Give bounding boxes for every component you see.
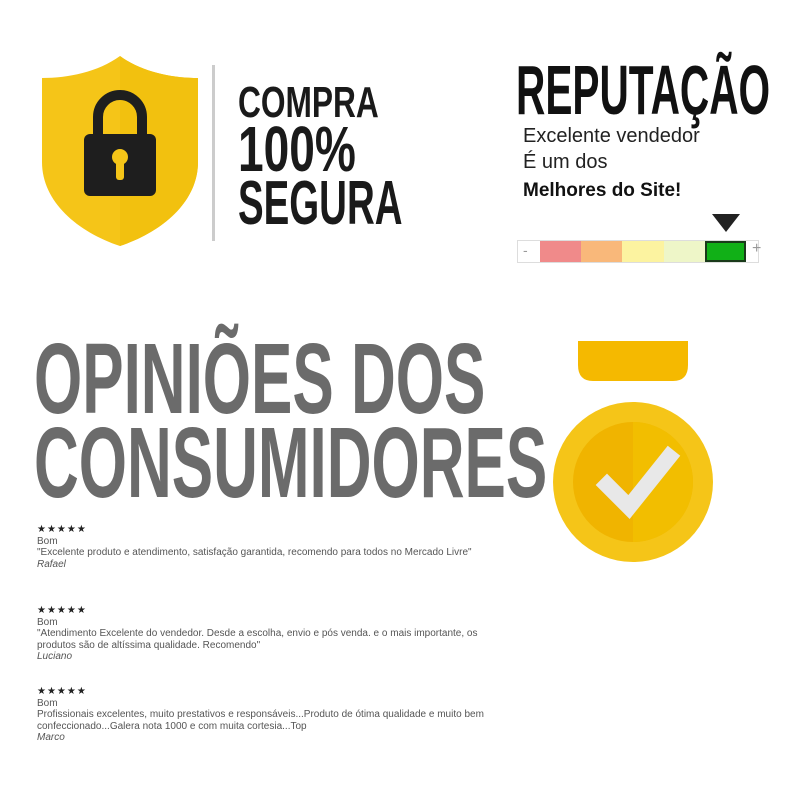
review-item: ★★★★★ Bom "Atendimento Excelente do vend…: [37, 605, 537, 663]
review-rating: Bom: [37, 697, 58, 709]
scale-segment-1: [540, 241, 581, 262]
rating-stars: ★★★★★: [37, 605, 87, 616]
review-author: Rafael: [37, 558, 66, 570]
scale-segment-5-selected: [705, 241, 746, 262]
review-item: ★★★★★ Bom Profissionais excelentes, muit…: [37, 686, 537, 744]
review-item: ★★★★★ Bom "Excelente produto e atendimen…: [37, 524, 537, 570]
review-rating: Bom: [37, 616, 58, 628]
review-text: Profissionais excelentes, muito prestati…: [37, 709, 484, 732]
review-text: "Excelente produto e atendimento, satisf…: [37, 547, 472, 558]
indicator-arrow-icon: [712, 214, 740, 232]
review-author: Luciano: [37, 651, 73, 662]
review-text: "Atendimento Excelente do vendedor. Desd…: [37, 628, 478, 651]
review-rating: Bom: [37, 535, 58, 547]
review-author: Marco: [37, 732, 65, 743]
rating-stars: ★★★★★: [37, 686, 87, 697]
secure-line2: 100%: [238, 113, 356, 185]
medal-check-icon: [553, 341, 713, 562]
divider: [212, 65, 215, 241]
reputation-scale: [517, 240, 759, 263]
reputation-title: REPUTAÇÃO: [516, 51, 771, 129]
scale-min: -: [523, 242, 528, 258]
opinions-title-line1: OPINIÕES DOS: [34, 323, 486, 435]
scale-segment-4: [664, 241, 705, 262]
opinions-title-line2: CONSUMIDORES: [34, 407, 548, 519]
padlock-shield-icon: [42, 56, 198, 246]
secure-line3: SEGURA: [238, 169, 403, 238]
reputation-line2: É um dos: [523, 151, 608, 173]
scale-segment-2: [581, 241, 622, 262]
rating-stars: ★★★★★: [37, 524, 87, 535]
reputation-line1: Excelente vendedor: [523, 125, 700, 147]
scale-segment-3: [622, 241, 664, 262]
scale-max: +: [752, 240, 762, 257]
reputation-line3: Melhores do Site!: [523, 180, 682, 201]
secure-line1: COMPRA: [238, 78, 379, 127]
